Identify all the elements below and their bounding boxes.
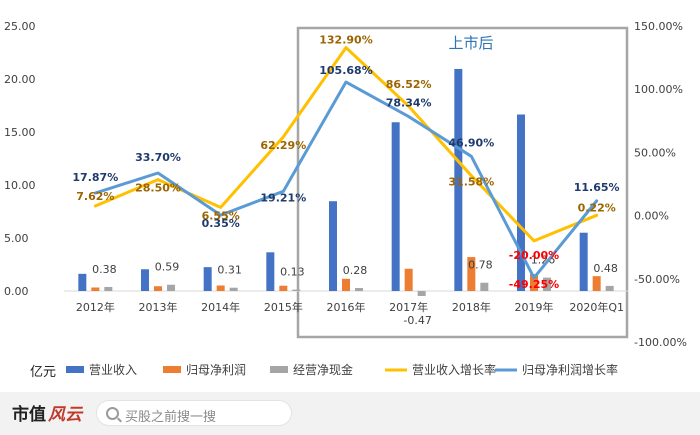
legend-label: 经营净现金 <box>293 362 353 377</box>
bar-net-profit <box>279 285 288 291</box>
bar-revenue <box>141 269 149 291</box>
cash-data-label: 0.13 <box>280 266 305 279</box>
logo-seal: 风云 <box>48 405 82 425</box>
right-tick-label: 0.00% <box>634 210 669 223</box>
bar-net-profit <box>91 287 100 291</box>
bar-operating-cash <box>167 284 175 291</box>
logo-text: 市值 <box>12 405 46 425</box>
cash-data-label: 1.26 <box>531 254 556 267</box>
right-tick-label: 100.00% <box>634 83 683 96</box>
brand-logo: 市值 风云 <box>12 400 82 425</box>
bar-operating-cash <box>355 288 363 291</box>
bar-revenue <box>454 68 463 292</box>
revenue-growth-label: 62.29% <box>260 139 306 152</box>
legend-label: 归母净利润增长率 <box>522 362 618 377</box>
legend-swatch <box>163 366 181 373</box>
profit-growth-label: 0.35% <box>202 217 240 230</box>
profit-growth-label: 78.34% <box>386 97 432 110</box>
cash-data-label: 0.31 <box>217 264 242 277</box>
category-label: 2020年Q1 <box>569 300 624 314</box>
revenue-growth-label: 86.52% <box>386 78 432 91</box>
cash-data-label: -0.47 <box>403 314 431 327</box>
left-tick-label: 25.00 <box>4 20 36 33</box>
legend-swatch <box>270 366 288 373</box>
left-tick-label: 20.00 <box>4 73 36 86</box>
footer-bar: 市值 风云 买股之前搜一搜 <box>0 392 700 435</box>
bar-revenue <box>391 122 400 291</box>
revenue-growth-label: -20.00% <box>509 249 559 262</box>
bar-net-profit <box>154 286 162 291</box>
legend-label: 营业收入 <box>89 363 137 377</box>
bar-revenue <box>203 267 212 291</box>
bar-revenue <box>78 273 87 291</box>
bar-net-profit <box>592 276 601 291</box>
bar-operating-cash <box>229 287 238 291</box>
bar-net-profit <box>404 268 413 291</box>
bar-net-profit <box>216 285 225 291</box>
cash-data-label: 0.59 <box>155 261 180 274</box>
category-label: 2017年 <box>389 300 428 314</box>
bar-operating-cash <box>543 277 551 291</box>
left-tick-label: 10.00 <box>4 179 36 192</box>
bar-operating-cash <box>104 286 113 291</box>
left-tick-label: 5.00 <box>4 232 29 245</box>
legend-label: 归母净利润 <box>186 363 246 377</box>
bar-net-profit <box>342 278 350 291</box>
legend-label: 营业收入增长率 <box>412 362 496 377</box>
revenue-growth-label: 132.90% <box>319 34 372 47</box>
revenue-growth-label: 0.22% <box>578 201 616 214</box>
bar-revenue <box>329 201 337 291</box>
profit-growth-label: 11.65% <box>574 181 620 194</box>
bar-revenue <box>579 232 588 291</box>
profit-growth-label: 17.87% <box>72 171 118 184</box>
left-tick-label: 15.00 <box>4 126 36 139</box>
bar-operating-cash <box>605 285 614 291</box>
chart: 25.00 20.00 15.00 10.00 5.00 0.00 150.00% 100.0… <box>4 20 687 380</box>
bar-operating-cash <box>292 289 301 291</box>
bar-revenue <box>266 252 275 291</box>
revenue-growth-label: 6.55% <box>202 209 240 222</box>
profit-growth-label: 19.21% <box>260 191 306 204</box>
search-box[interactable]: 买股之前搜一搜 <box>96 400 292 426</box>
revenue-growth-label: 31.58% <box>448 176 494 189</box>
legend-swatch <box>66 366 84 373</box>
profit-growth-label: 105.68% <box>319 64 372 77</box>
right-tick-label: 50.00% <box>634 146 676 159</box>
revenue-growth-label: 28.50% <box>135 182 181 195</box>
left-tick-label: 0.00 <box>4 285 29 298</box>
category-label: 2013年 <box>139 300 178 314</box>
search-icon <box>106 407 119 420</box>
bar-operating-cash <box>417 291 426 296</box>
cash-data-label: 0.38 <box>92 263 117 276</box>
bar-operating-cash <box>480 282 489 291</box>
cash-data-label: 0.48 <box>593 262 618 275</box>
profit-growth-label: 46.90% <box>448 136 494 149</box>
category-label: 2012年 <box>76 300 115 314</box>
post-ipo-box <box>296 26 629 339</box>
bar-revenue <box>517 114 525 291</box>
category-label: 2015年 <box>264 300 303 314</box>
bar-net-profit <box>530 274 538 291</box>
annotation-text: 上市后 <box>448 34 493 52</box>
cash-data-label: 0.28 <box>343 264 368 277</box>
revenue-growth-label: 7.62% <box>76 190 114 203</box>
cash-data-label: 0.78 <box>468 259 493 272</box>
profit-growth-label: 33.70% <box>135 151 181 164</box>
right-tick-label: -100.00% <box>634 336 687 349</box>
profit-growth-label: -49.25% <box>509 278 559 291</box>
right-tick-label: -50.00% <box>634 273 680 286</box>
right-tick-label: 150.00% <box>634 20 683 33</box>
unit-label: 亿元 <box>30 365 56 380</box>
category-label: 2014年 <box>201 300 240 314</box>
bar-net-profit <box>467 257 476 291</box>
search-placeholder: 买股之前搜一搜 <box>125 410 217 425</box>
category-label: 2018年 <box>452 300 491 314</box>
category-label: 2016年 <box>327 300 366 314</box>
profit-growth-line <box>93 80 599 280</box>
category-label: 2019年 <box>515 300 554 314</box>
